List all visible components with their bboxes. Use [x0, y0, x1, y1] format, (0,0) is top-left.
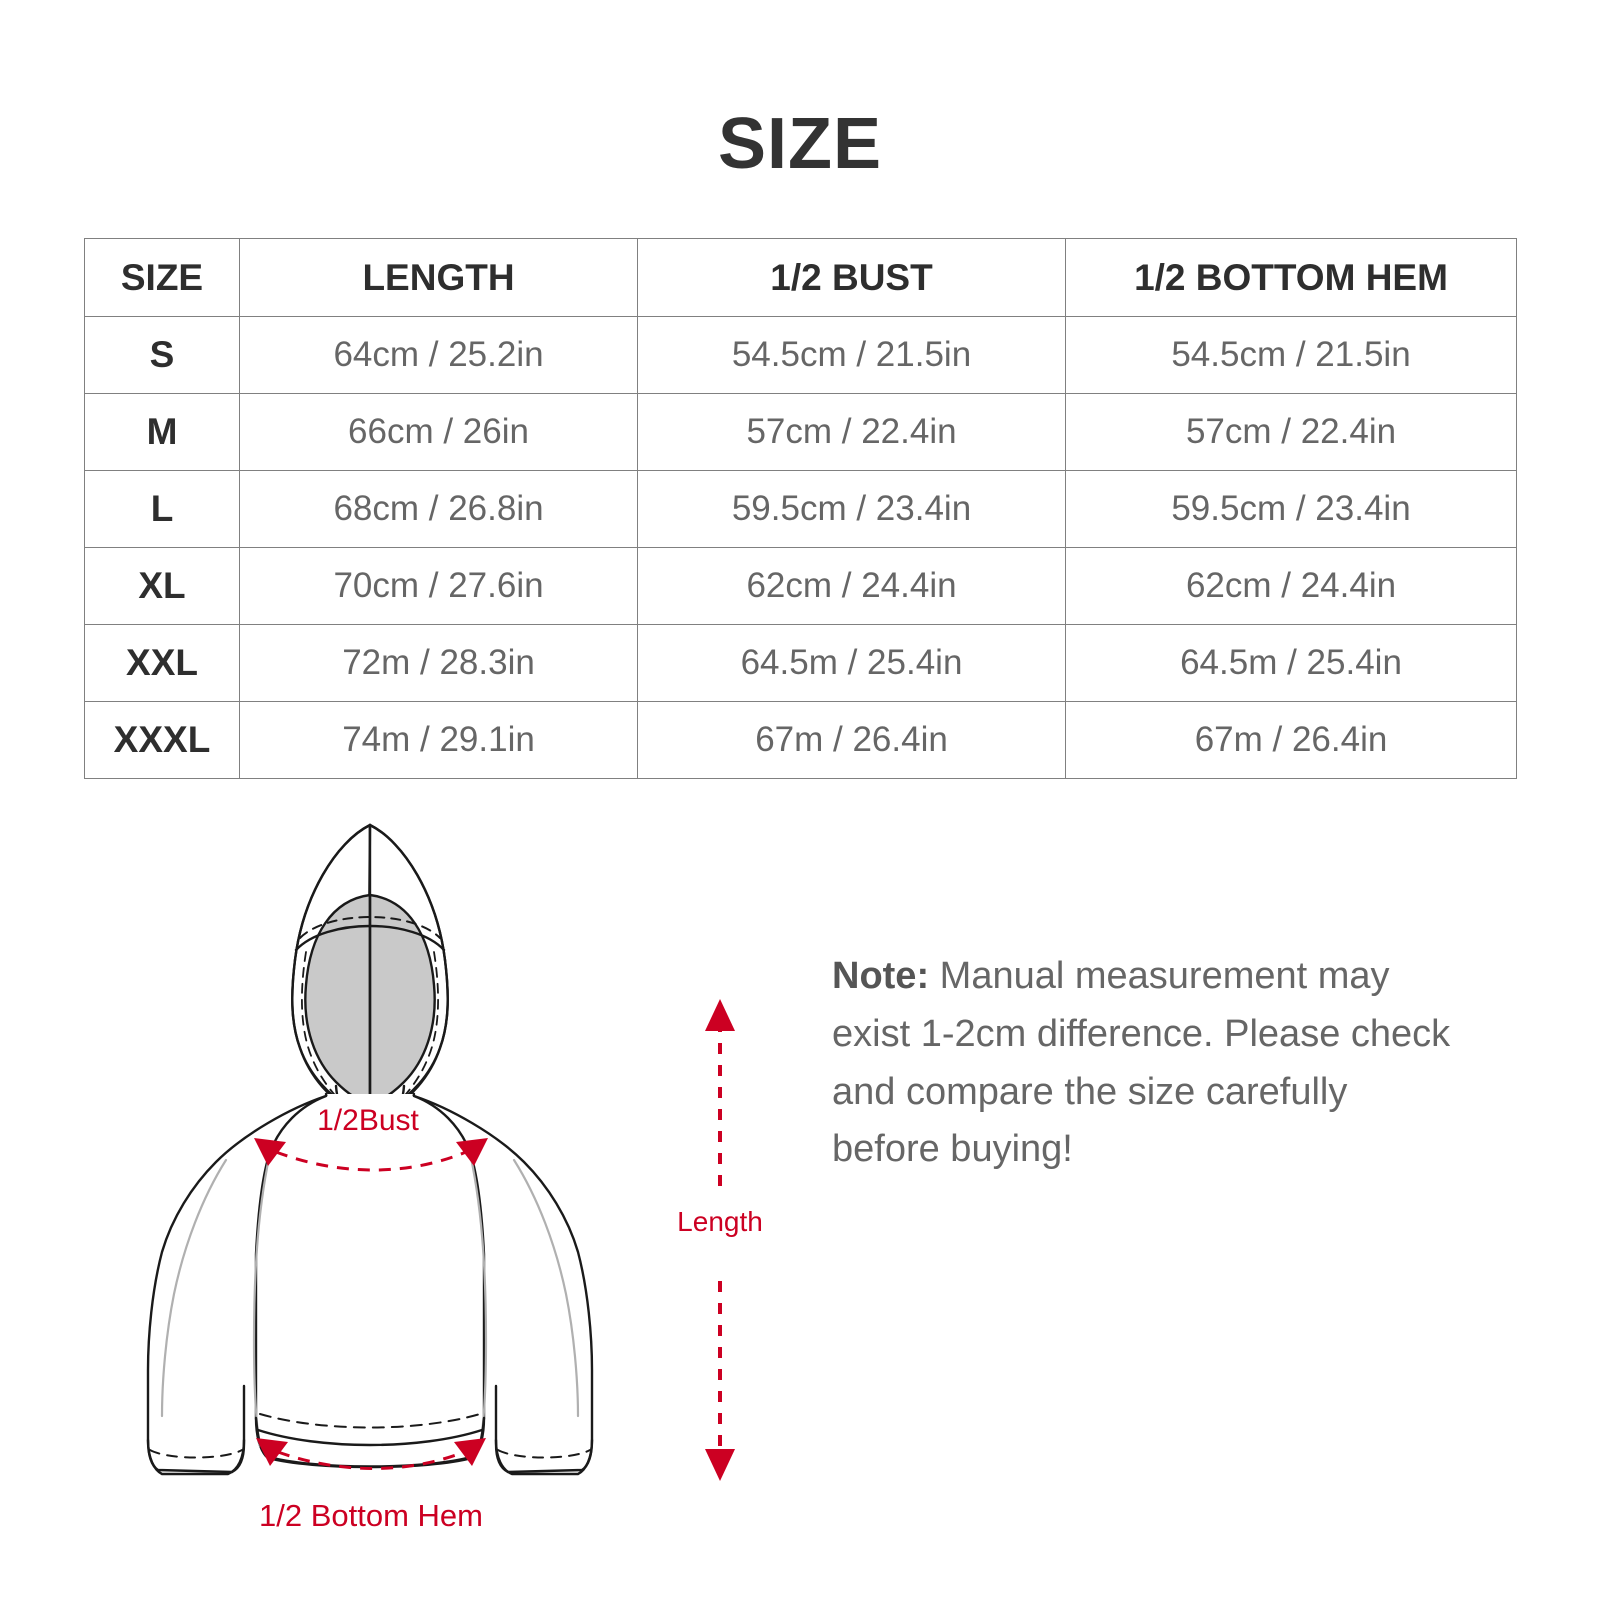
cell-bust: 59.5cm / 23.4in [637, 470, 1066, 548]
table-row: S 64cm / 25.2in 54.5cm / 21.5in 54.5cm /… [84, 316, 1517, 394]
cell-hem: 64.5m / 25.4in [1065, 624, 1517, 702]
hoodie-illustration: 1/2Bust 1/2 Bottom Hem [140, 800, 660, 1590]
cell-bust: 62cm / 24.4in [637, 547, 1066, 625]
table-row: XXXL 74m / 29.1in 67m / 26.4in 67m / 26.… [84, 701, 1517, 779]
note-text: Manual measurement may exist 1-2cm diffe… [832, 955, 1451, 1171]
cell-size: M [84, 393, 240, 471]
cell-bust: 64.5m / 25.4in [637, 624, 1066, 702]
table-row: XXL 72m / 28.3in 64.5m / 25.4in 64.5m / … [84, 624, 1517, 702]
size-chart-table: SIZE LENGTH 1/2 BUST 1/2 BOTTOM HEM S 64… [84, 238, 1517, 779]
cell-length: 64cm / 25.2in [239, 316, 638, 394]
hem-dimension-line [256, 1438, 486, 1470]
cell-length: 72m / 28.3in [239, 624, 638, 702]
table-header-row: SIZE LENGTH 1/2 BUST 1/2 BOTTOM HEM [84, 238, 1517, 317]
cell-length: 66cm / 26in [239, 393, 638, 471]
hem-label: 1/2 Bottom Hem [259, 1498, 483, 1533]
column-header-length: LENGTH [239, 238, 638, 317]
column-header-bust: 1/2 BUST [637, 238, 1066, 317]
cell-hem: 67m / 26.4in [1065, 701, 1517, 779]
size-chart-table-container: SIZE LENGTH 1/2 BUST 1/2 BOTTOM HEM S 64… [84, 238, 1517, 779]
cell-hem: 54.5cm / 21.5in [1065, 316, 1517, 394]
cell-bust: 67m / 26.4in [637, 701, 1066, 779]
cell-hem: 62cm / 24.4in [1065, 547, 1517, 625]
bust-dimension-line [254, 1138, 488, 1172]
cell-length: 70cm / 27.6in [239, 547, 638, 625]
length-dimension-line [655, 995, 785, 1485]
cell-bust: 54.5cm / 21.5in [637, 316, 1066, 394]
column-header-size: SIZE [84, 238, 240, 317]
cell-size: XL [84, 547, 240, 625]
note-label: Note: [832, 955, 930, 997]
table-row: XL 70cm / 27.6in 62cm / 24.4in 62cm / 24… [84, 547, 1517, 625]
cell-bust: 57cm / 22.4in [637, 393, 1066, 471]
cell-size: XXXL [84, 701, 240, 779]
cell-size: L [84, 470, 240, 548]
cell-size: S [84, 316, 240, 394]
length-label: Length [677, 1206, 763, 1237]
table-row: M 66cm / 26in 57cm / 22.4in 57cm / 22.4i… [84, 393, 1517, 471]
note-block: Note: Manual measurement may exist 1-2cm… [832, 948, 1452, 1179]
cell-hem: 57cm / 22.4in [1065, 393, 1517, 471]
table-row: L 68cm / 26.8in 59.5cm / 23.4in 59.5cm /… [84, 470, 1517, 548]
cell-size: XXL [84, 624, 240, 702]
page-title: SIZE [717, 104, 883, 184]
cell-hem: 59.5cm / 23.4in [1065, 470, 1517, 548]
bust-label: 1/2Bust [317, 1104, 419, 1137]
cell-length: 74m / 29.1in [239, 701, 638, 779]
column-header-hem: 1/2 BOTTOM HEM [1065, 238, 1517, 317]
cell-length: 68cm / 26.8in [239, 470, 638, 548]
